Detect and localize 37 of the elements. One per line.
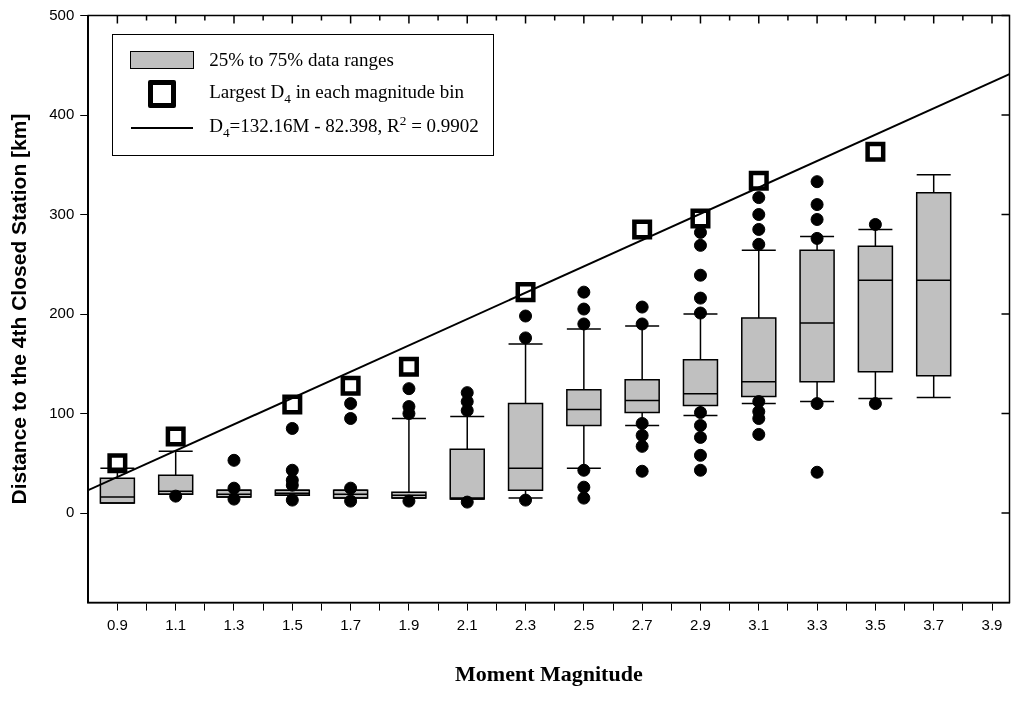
x-tick-label: 2.5 (573, 615, 595, 633)
x-tick-label: 1.1 (165, 615, 187, 633)
point (748, 170, 769, 191)
point (690, 208, 711, 229)
x-tick-label: 1.3 (223, 615, 245, 633)
point (165, 426, 186, 447)
point (632, 219, 653, 240)
y-tick-label: 100 (49, 403, 75, 421)
y-tick-label: 200 (49, 304, 75, 322)
x-tick-label: 3.3 (806, 615, 828, 633)
point (107, 453, 128, 474)
point (282, 394, 303, 415)
x-tick-label: 3.9 (981, 615, 1003, 633)
y-tick-label: 0 (65, 503, 75, 521)
point (398, 356, 419, 377)
x-tick-label: 0.9 (106, 615, 128, 633)
y-axis-title: Distance to the 4th Closed Station [km] (7, 113, 31, 505)
x-tick-label: 2.7 (631, 615, 653, 633)
x-tick-label: 2.9 (690, 615, 711, 633)
x-tick-label: 1.5 (281, 615, 303, 633)
point (515, 282, 536, 303)
x-axis-title: Moment Magnitude (455, 661, 643, 687)
y-tick-label: 500 (49, 5, 75, 23)
x-tick-label: 2.3 (515, 615, 536, 633)
x-tick-label: 3.5 (864, 615, 886, 633)
y-tick-label: 300 (49, 204, 75, 222)
x-tick-label: 3.7 (923, 615, 945, 633)
x-tick-label: 2.1 (456, 615, 478, 633)
legend-label: D$_{4}$=132.16M - 82.398, R$^{2}$ = 0.9902 (209, 113, 479, 142)
y-tick-label: 400 (49, 105, 75, 123)
x-tick-label: 1.9 (398, 615, 420, 633)
legend-label: Largest D$_{4}$ in each magnitude bin (209, 80, 465, 107)
point (865, 141, 886, 162)
x-tick-label: 3.1 (748, 615, 770, 633)
point (340, 375, 361, 396)
legend-label: 25% to 75% data ranges (209, 48, 394, 71)
x-tick-label: 1.7 (340, 615, 362, 633)
